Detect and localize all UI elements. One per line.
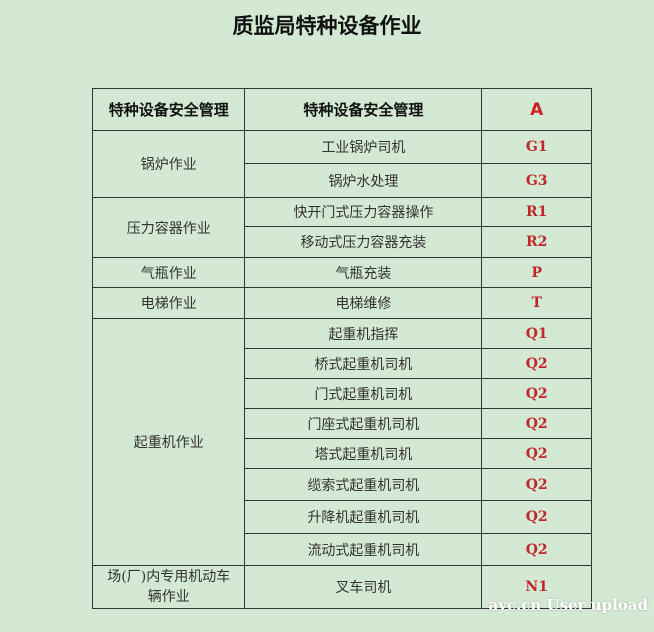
item-name-cell: 快开门式压力容器操作 xyxy=(244,197,483,227)
item-code-cell: Q2 xyxy=(481,500,592,534)
table-row: 流动式起重机司机 Q2 xyxy=(93,533,592,566)
table-row: 缆索式起重机司机 Q2 xyxy=(93,468,592,501)
table-row: 起重机作业 起重机指挥 Q1 xyxy=(91,318,592,566)
table-row: 场(厂)内专用机动车辆作业 叉车司机 N1 xyxy=(91,565,592,609)
item-name-cell: 叉车司机 xyxy=(244,565,483,609)
item-name-cell: 升降机起重机司机 xyxy=(244,500,483,534)
header-code: A xyxy=(481,88,592,131)
table-row: 压力容器作业 快开门式压力容器操作 R1 xyxy=(91,197,592,258)
item-name-cell: 锅炉水处理 xyxy=(244,163,483,198)
category-cell: 起重机作业 xyxy=(91,318,246,566)
page-title: 质监局特种设备作业 xyxy=(232,14,422,38)
category-cell: 压力容器作业 xyxy=(91,197,246,258)
category-cell: 电梯作业 xyxy=(91,287,246,319)
category-cell: 锅炉作业 xyxy=(91,130,246,198)
table-header-row: 特种设备安全管理 特种设备安全管理 A xyxy=(91,88,592,131)
item-name-cell: 电梯维修 xyxy=(244,287,483,319)
category-cell: 场(厂)内专用机动车辆作业 xyxy=(91,565,246,609)
item-code-cell: G1 xyxy=(481,130,592,164)
item-name-cell: 门座式起重机司机 xyxy=(244,408,483,439)
table-row: 门式起重机司机 Q2 xyxy=(93,378,592,409)
header-category: 特种设备安全管理 xyxy=(91,88,246,131)
item-code-cell: R1 xyxy=(481,197,592,227)
table-row: 锅炉水处理 G3 xyxy=(93,163,592,198)
item-name-cell: 流动式起重机司机 xyxy=(244,533,483,566)
table-row: 塔式起重机司机 Q2 xyxy=(93,438,592,469)
item-name-cell: 塔式起重机司机 xyxy=(244,438,483,469)
item-code-cell: R2 xyxy=(481,226,592,258)
item-code-cell: Q2 xyxy=(481,438,592,469)
item-code-cell: P xyxy=(481,257,592,288)
item-code-cell: T xyxy=(481,287,592,319)
table-row: 移动式压力容器充装 R2 xyxy=(93,226,592,258)
item-code-cell: Q2 xyxy=(481,378,592,409)
table-row: 锅炉作业 工业锅炉司机 G1 xyxy=(91,130,592,198)
table-row: 升降机起重机司机 Q2 xyxy=(93,500,592,534)
item-name-cell: 缆索式起重机司机 xyxy=(244,468,483,501)
table-row: 气瓶作业 气瓶充装 P xyxy=(91,257,592,288)
item-code-cell: Q2 xyxy=(481,533,592,566)
table-row: 电梯作业 电梯维修 T xyxy=(91,287,592,319)
header-item: 特种设备安全管理 xyxy=(244,88,483,131)
item-name-cell: 气瓶充装 xyxy=(244,257,483,288)
item-name-cell: 桥式起重机司机 xyxy=(244,348,483,379)
item-name-cell: 门式起重机司机 xyxy=(244,378,483,409)
item-name-cell: 工业锅炉司机 xyxy=(244,130,483,164)
table-row: 门座式起重机司机 Q2 xyxy=(93,408,592,439)
item-code-cell: Q2 xyxy=(481,408,592,439)
item-code-cell: Q2 xyxy=(481,348,592,379)
item-code-cell: Q2 xyxy=(481,468,592,501)
table-row: 桥式起重机司机 Q2 xyxy=(93,348,592,379)
category-cell: 气瓶作业 xyxy=(91,257,246,288)
watermark: ayc.cn User upload xyxy=(488,596,648,614)
equipment-table: 特种设备安全管理 特种设备安全管理 A 锅炉作业 工业锅炉司机 G1 锅炉水处理 G3 压… xyxy=(91,88,592,609)
item-code-cell: G3 xyxy=(481,163,592,198)
item-code-cell: Q1 xyxy=(481,318,592,349)
item-code-cell: N1 xyxy=(481,565,592,609)
item-name-cell: 移动式压力容器充装 xyxy=(244,226,483,258)
item-name-cell: 起重机指挥 xyxy=(244,318,483,349)
